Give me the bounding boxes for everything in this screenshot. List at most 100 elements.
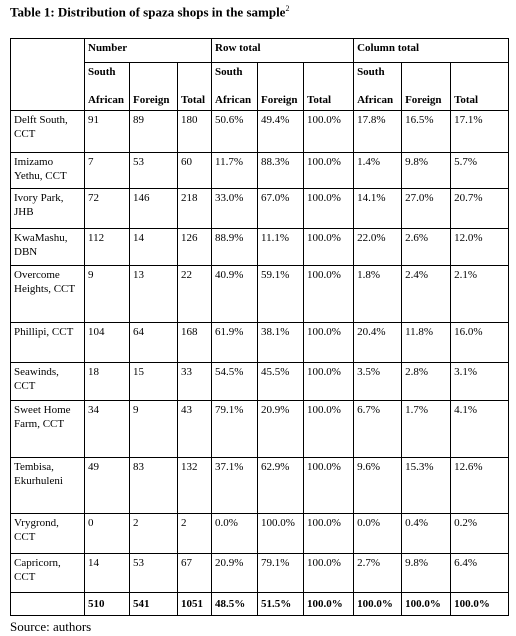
total-cell: 51.5% [257,592,305,616]
data-table: Number Row total Column total South African F… [10,38,510,616]
group-header: Column total [353,38,510,63]
data-cell: 64 [129,322,178,363]
data-cell: 13 [129,265,178,323]
data-cell: 1.7% [401,400,452,458]
subheader-cell: South African [211,62,259,111]
data-cell: 3.5% [353,362,403,401]
data-cell: 79.1% [211,400,259,458]
subheader-cell: South African [353,62,403,111]
title-text: Table 1: Distribution of spaza shops in … [10,4,286,20]
subheader-cell: Foreign [257,62,305,111]
subheader-text: African [357,94,394,106]
data-row: Ivory Park, JHB 72 146 218 33.0% 67.0% 100.0% 1… [10,188,510,229]
row-label: Ivory Park, JHB [10,188,85,229]
row-label: Delft South, CCT [10,110,85,153]
subheader-cell: South African [84,62,130,111]
data-cell: 27.0% [401,188,452,229]
subheader-cell: Total [303,62,355,111]
subheader-row: South African Foreign Total South African Fore… [11,62,510,111]
data-cell: 60 [176,152,213,189]
data-cell: 49.4% [257,110,305,153]
data-cell: 4.1% [450,400,510,458]
header-row: Number Row total Column total [10,38,510,111]
data-cell: 33 [176,362,213,401]
subheader-text: African [88,94,125,106]
data-cell: 14 [84,553,130,593]
total-cell: 100.0% [450,592,510,616]
data-cell: 9 [84,265,130,323]
data-cell: 7 [84,152,130,189]
data-cell: 22 [176,265,213,323]
row-label: Sweet Home Farm, CCT [10,400,85,458]
subheader-wrap: Total [454,65,505,107]
data-cell: 14.1% [353,188,403,229]
data-cell: 17.1% [450,110,510,153]
row-label: Tembisa, Ekurhuleni [10,457,85,514]
data-cell: 62.9% [257,457,305,514]
data-cell: 40.9% [211,265,259,323]
data-cell: 22.0% [353,228,403,266]
data-cell: 132 [176,457,213,514]
row-label: Phillipi, CCT [10,322,85,363]
table-title: Table 1: Distribution of spaza shops in … [10,4,289,20]
subheader-text: Foreign [261,94,298,106]
data-cell: 50.6% [211,110,259,153]
data-cell: 104 [84,322,130,363]
data-cell: 6.4% [450,553,510,593]
subheader-text: Total [307,94,332,106]
total-cell: 1051 [176,592,213,616]
row-label: Imizamo Yethu, CCT [10,152,85,189]
subheader-text: African [215,94,252,106]
data-cell: 3.1% [450,362,510,401]
subheader-text: Foreign [405,94,442,106]
data-cell: 0.0% [353,513,403,554]
data-cell: 15 [129,362,178,401]
total-cell: 100.0% [303,592,355,616]
data-cell: 79.1% [257,553,305,593]
data-cell: 2.6% [401,228,452,266]
data-cell: 33.0% [211,188,259,229]
data-cell: 12.0% [450,228,510,266]
subheader-text: Total [454,94,479,106]
data-cell: 100.0% [303,322,355,363]
data-cell: 0 [84,513,130,554]
data-cell: 37.1% [211,457,259,514]
data-cell: 100.0% [303,152,355,189]
group-header: Row total [211,38,355,63]
data-cell: 218 [176,188,213,229]
data-cell: 100.0% [303,265,355,323]
subheader-wrap: South African [215,65,254,107]
total-cell: 510 [84,592,130,616]
data-cell: 43 [176,400,213,458]
data-row: Tembisa, Ekurhuleni 49 83 132 37.1% 62.9% 100.… [10,457,510,514]
data-cell: 20.7% [450,188,510,229]
data-cell: 34 [84,400,130,458]
data-cell: 2.7% [353,553,403,593]
data-cell: 16.5% [401,110,452,153]
data-row: Delft South, CCT 91 89 180 50.6% 49.4% 100.0% 1… [10,110,510,153]
data-cell: 54.5% [211,362,259,401]
data-cell: 59.1% [257,265,305,323]
data-cell: 20.4% [353,322,403,363]
data-row: Capricorn, CCT 14 53 67 20.9% 79.1% 100.0% 2.7%… [10,553,510,593]
data-cell: 100.0% [303,228,355,266]
data-cell: 38.1% [257,322,305,363]
data-row: Seawinds, CCT 18 15 33 54.5% 45.5% 100.0% 3.5% 2… [10,362,510,401]
subheader-wrap: Foreign [133,65,174,107]
data-cell: 2.8% [401,362,452,401]
data-cell: 15.3% [401,457,452,514]
row-label: Seawinds, CCT [10,362,85,401]
source-note: Source: authors [10,619,92,634]
row-label: Capricorn, CCT [10,553,85,593]
data-cell: 53 [129,553,178,593]
data-cell: 11.7% [211,152,259,189]
data-row: Overcome Heights, CCT 9 13 22 40.9% 59.1% 100.… [10,265,510,323]
data-cell: 180 [176,110,213,153]
subheader-cell: Total [176,62,213,111]
data-cell: 20.9% [257,400,305,458]
data-cell: 67 [176,553,213,593]
data-cell: 67.0% [257,188,305,229]
total-cell: 100.0% [353,592,403,616]
data-cell: 100.0% [303,110,355,153]
data-cell: 168 [176,322,213,363]
